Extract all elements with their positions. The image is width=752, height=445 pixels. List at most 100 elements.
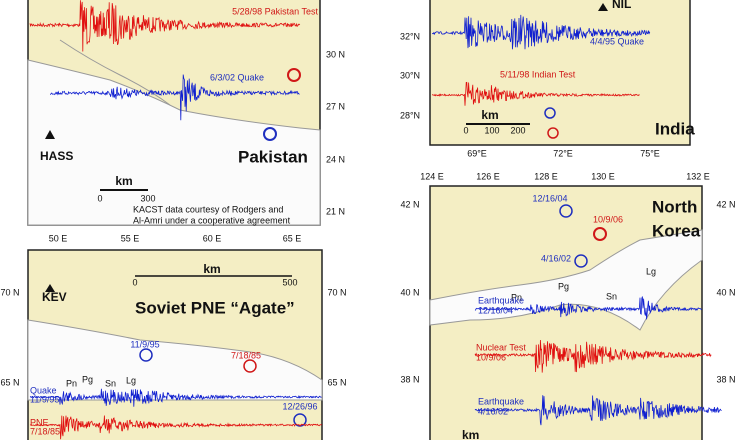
event-marker [574, 254, 588, 268]
phase-label: Sn [606, 291, 617, 301]
scale-tick: 100 [484, 125, 499, 135]
seismogram [431, 81, 640, 106]
event-marker [263, 127, 277, 141]
lat-label: 70 N [0, 287, 19, 297]
trace-label: Earthquake [478, 396, 524, 406]
phase-label: Pn [511, 292, 522, 302]
phase-label: Pg [558, 281, 569, 291]
lat-label: 40 N [400, 287, 419, 297]
scale-unit: km [115, 174, 132, 188]
scale-tick: 200 [510, 125, 525, 135]
seismograms [29, 0, 722, 440]
lon-label: 132 E [686, 171, 710, 181]
lon-label: 55 E [121, 233, 140, 243]
trace-label: Earthquake [478, 295, 524, 305]
lon-label: 65 E [283, 233, 302, 243]
lon-label: 124 E [420, 171, 444, 181]
lat-label: 65 N [0, 377, 19, 387]
region-label: India [655, 119, 695, 138]
phase-label: Lg [126, 375, 136, 385]
station-label: NIL [612, 0, 631, 11]
trace-label: 11/9/95 [30, 394, 59, 404]
seismogram [474, 296, 703, 320]
phase-label: Pg [82, 374, 93, 384]
event-marker [544, 107, 556, 119]
phase-label: Lg [646, 266, 656, 276]
region-label: Korea [652, 221, 701, 240]
lat-label: 40 N [716, 287, 735, 297]
event-marker [547, 127, 559, 139]
event-marker [287, 68, 301, 82]
scale-tick: 0 [463, 125, 468, 135]
event-label: 12/26/96 [282, 401, 317, 411]
event-label: 7/18/85 [231, 350, 261, 360]
event-label: 4/16/02 [541, 253, 571, 263]
seismogram [474, 339, 712, 373]
lon-label: 126 E [476, 171, 500, 181]
region-label: Pakistan [238, 147, 308, 166]
lat-label: 21 N [326, 206, 345, 216]
map-frame [429, 0, 691, 146]
station-icon [598, 3, 608, 11]
lon-label: 72°E [553, 148, 573, 158]
scale-unit: km [462, 428, 479, 440]
trace-label: PNE [30, 417, 49, 427]
station-icon [45, 284, 55, 292]
trace-label: 6/3/02 Quake [210, 72, 264, 82]
trace-label: 4/16/02 [478, 406, 508, 416]
station-label: HASS [40, 149, 73, 163]
seismogram [431, 14, 651, 50]
event-label: 11/9/95 [130, 339, 159, 349]
lat-label: 38 N [400, 374, 419, 384]
scale-tick: 500 [282, 277, 297, 287]
trace-label: 5/28/98 Pakistan Test [232, 6, 318, 16]
scale-tick: 300 [140, 193, 155, 203]
lat-label: 30 N [326, 49, 345, 59]
lat-label: 24 N [326, 154, 345, 164]
seismogram [29, 0, 301, 52]
lat-label: 38 N [716, 374, 735, 384]
trace-label: Quake [30, 385, 57, 395]
panel-title: Soviet PNE “Agate” [135, 298, 295, 317]
lat-label: 42 N [400, 199, 419, 209]
event-label: 10/9/06 [593, 214, 623, 224]
credit: Al-Amri under a cooperative agreement [133, 215, 291, 225]
event-label: 12/16/04 [532, 193, 567, 203]
coast [59, 39, 171, 106]
trace-label: 12/16/04 [478, 305, 513, 315]
station-icon [45, 130, 55, 139]
scale-tick: 0 [132, 277, 137, 287]
event-marker [139, 348, 153, 362]
phase-label: Pn [66, 378, 77, 388]
lon-label: 50 E [49, 233, 68, 243]
lon-label: 69°E [467, 148, 487, 158]
scale-tick: 0 [97, 193, 102, 203]
trace-label: 4/4/95 Quake [590, 36, 644, 46]
lat-label: 30°N [400, 70, 420, 80]
phase-label: Sn [105, 378, 116, 388]
region-label: North [652, 197, 697, 216]
credit: KACST data courtesy of Rodgers and [133, 204, 283, 214]
station-label: KEV [42, 290, 67, 304]
event-marker [293, 413, 307, 427]
trace-label: Nuclear Test [476, 342, 526, 352]
event-marker [243, 359, 257, 373]
lat-label: 27 N [326, 101, 345, 111]
lat-label: 32°N [400, 31, 420, 41]
seismogram [29, 415, 322, 440]
lon-label: 130 E [591, 171, 615, 181]
event-marker [559, 204, 573, 218]
seismogram [29, 388, 322, 407]
lon-label: 60 E [203, 233, 222, 243]
seismogram [49, 74, 300, 121]
lon-label: 128 E [534, 171, 558, 181]
trace-label: 10/9/06 [476, 352, 506, 362]
seismogram [474, 395, 722, 426]
lat-label: 42 N [716, 199, 735, 209]
event-marker [593, 227, 607, 241]
scale-unit: km [203, 262, 220, 276]
trace-label: 7/18/85 [30, 426, 60, 436]
lat-label: 65 N [327, 377, 346, 387]
sea [27, 319, 323, 401]
